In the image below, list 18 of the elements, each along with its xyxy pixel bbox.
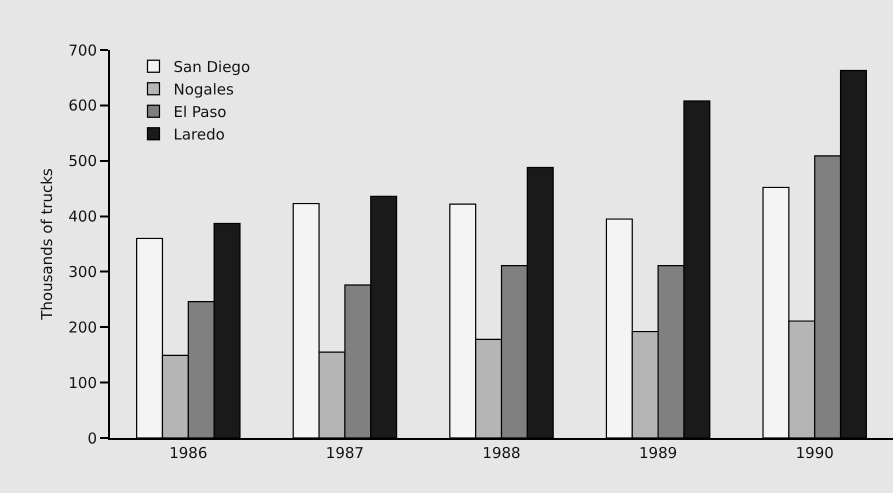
legend-label: El Paso — [173, 103, 226, 122]
legend-label: Nogales — [173, 80, 234, 99]
x-tick-label: 1987 — [326, 444, 364, 462]
y-tick-label: 500 — [68, 152, 97, 170]
x-tick-label: 1988 — [482, 444, 521, 462]
y-tick-label: 100 — [68, 374, 97, 392]
y-tick-label: 300 — [68, 262, 97, 281]
y-tick-label: 400 — [68, 208, 97, 226]
x-tick-label: 1986 — [169, 444, 208, 462]
x-tick-label: 1989 — [639, 444, 678, 462]
y-tick-label: 600 — [68, 96, 97, 115]
y-axis-title: Thousands of trucks — [38, 168, 56, 321]
y-tick-label: 0 — [87, 429, 97, 448]
y-tick-label: 700 — [68, 41, 97, 60]
x-tick-label: 1990 — [796, 444, 834, 462]
legend-label: San Diego — [173, 58, 250, 76]
legend-label: Laredo — [173, 126, 225, 144]
y-tick-label: 200 — [68, 318, 97, 336]
